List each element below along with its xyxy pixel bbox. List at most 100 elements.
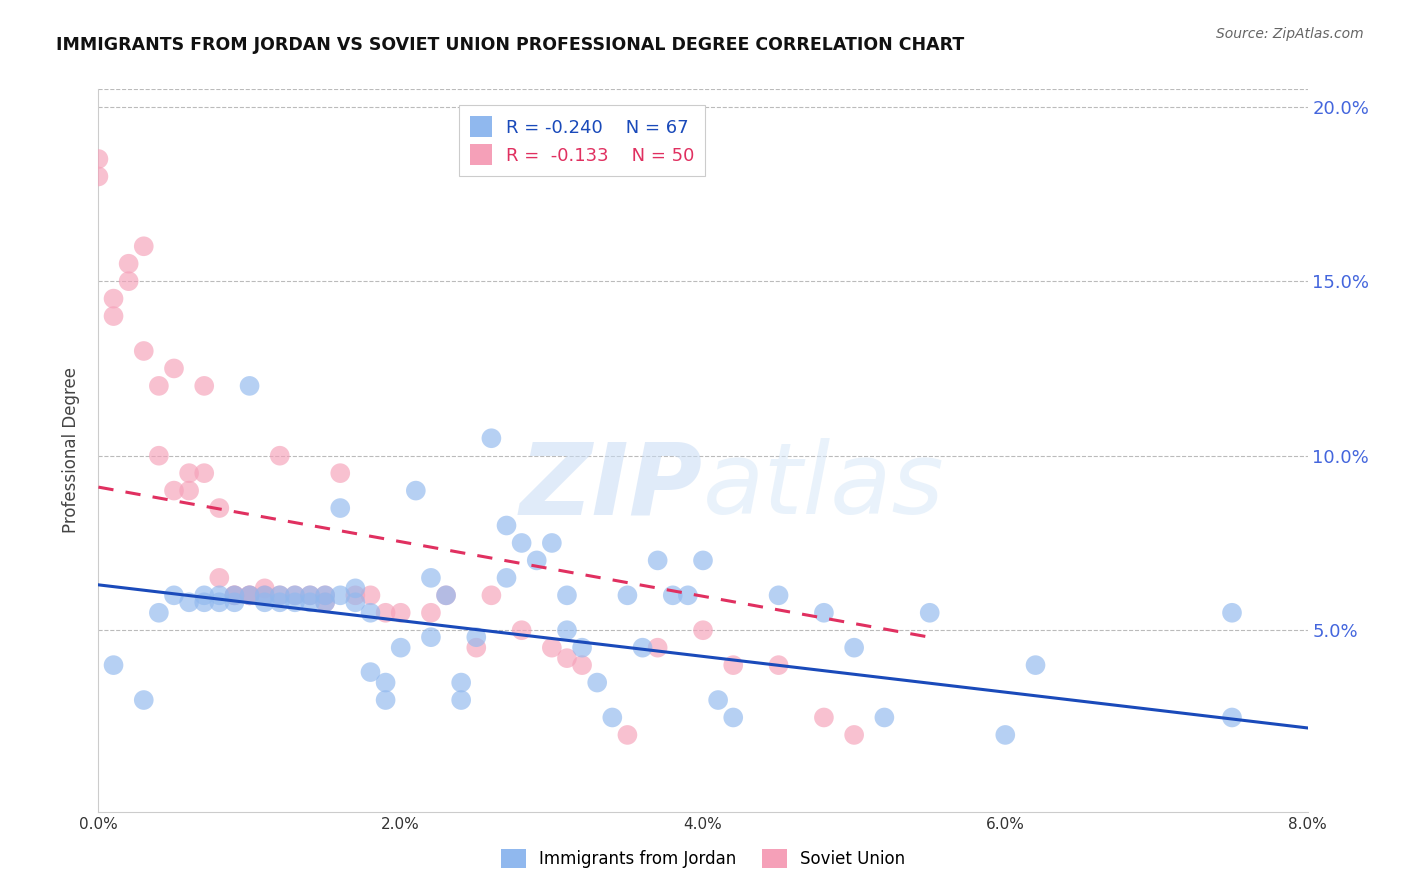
Point — [374, 606, 396, 620]
Point — [179, 466, 201, 480]
Point — [193, 595, 215, 609]
Point — [299, 588, 322, 602]
Point — [163, 483, 186, 498]
Point — [299, 595, 322, 609]
Point — [269, 449, 291, 463]
Point — [163, 361, 186, 376]
Point — [314, 595, 336, 609]
Point — [239, 588, 262, 602]
Point — [723, 658, 745, 673]
Point — [510, 624, 533, 638]
Point — [103, 658, 125, 673]
Point — [344, 582, 367, 596]
Point — [193, 466, 215, 480]
Point — [224, 588, 246, 602]
Point — [179, 595, 201, 609]
Point — [661, 588, 683, 602]
Point — [389, 606, 412, 620]
Point — [329, 466, 352, 480]
Point — [540, 536, 562, 550]
Point — [284, 588, 307, 602]
Point — [253, 595, 276, 609]
Legend: Immigrants from Jordan, Soviet Union: Immigrants from Jordan, Soviet Union — [495, 842, 911, 875]
Point — [844, 640, 866, 655]
Point — [813, 710, 835, 724]
Point — [918, 606, 941, 620]
Point — [647, 553, 669, 567]
Point — [269, 588, 291, 602]
Point — [571, 640, 593, 655]
Point — [692, 624, 714, 638]
Point — [132, 693, 155, 707]
Point — [314, 588, 336, 602]
Point — [450, 693, 472, 707]
Point — [723, 710, 745, 724]
Point — [420, 571, 443, 585]
Point — [224, 588, 246, 602]
Point — [193, 588, 215, 602]
Point — [224, 588, 246, 602]
Point — [314, 595, 336, 609]
Point — [193, 379, 215, 393]
Point — [132, 239, 155, 253]
Point — [208, 571, 231, 585]
Point — [873, 710, 896, 724]
Point — [495, 518, 517, 533]
Point — [239, 588, 262, 602]
Point — [87, 152, 110, 166]
Point — [994, 728, 1017, 742]
Point — [148, 449, 170, 463]
Point — [844, 728, 866, 742]
Point — [647, 640, 669, 655]
Point — [1220, 710, 1243, 724]
Y-axis label: Professional Degree: Professional Degree — [62, 368, 80, 533]
Point — [299, 588, 322, 602]
Point — [284, 588, 307, 602]
Point — [1220, 606, 1243, 620]
Point — [586, 675, 609, 690]
Point — [540, 640, 562, 655]
Point — [420, 606, 443, 620]
Point — [344, 588, 367, 602]
Point — [103, 292, 125, 306]
Point — [676, 588, 699, 602]
Point — [224, 595, 246, 609]
Point — [253, 582, 276, 596]
Point — [616, 728, 638, 742]
Point — [526, 553, 548, 567]
Point — [405, 483, 427, 498]
Point — [389, 640, 412, 655]
Point — [344, 595, 367, 609]
Point — [768, 588, 790, 602]
Point — [118, 274, 141, 288]
Point — [179, 483, 201, 498]
Point — [103, 309, 125, 323]
Point — [555, 588, 578, 602]
Text: IMMIGRANTS FROM JORDAN VS SOVIET UNION PROFESSIONAL DEGREE CORRELATION CHART: IMMIGRANTS FROM JORDAN VS SOVIET UNION P… — [56, 36, 965, 54]
Point — [253, 588, 276, 602]
Text: Source: ZipAtlas.com: Source: ZipAtlas.com — [1216, 27, 1364, 41]
Point — [434, 588, 457, 602]
Point — [118, 257, 141, 271]
Point — [481, 588, 503, 602]
Point — [87, 169, 110, 184]
Point — [555, 624, 578, 638]
Point — [208, 501, 231, 516]
Point — [707, 693, 730, 707]
Point — [269, 595, 291, 609]
Point — [239, 588, 262, 602]
Point — [374, 693, 396, 707]
Point — [269, 588, 291, 602]
Point — [571, 658, 593, 673]
Point — [555, 651, 578, 665]
Point — [768, 658, 790, 673]
Point — [450, 675, 472, 690]
Point — [434, 588, 457, 602]
Point — [314, 588, 336, 602]
Point — [813, 606, 835, 620]
Point — [616, 588, 638, 602]
Point — [148, 606, 170, 620]
Legend: R = -0.240    N = 67, R =  -0.133    N = 50: R = -0.240 N = 67, R = -0.133 N = 50 — [458, 105, 706, 176]
Point — [284, 595, 307, 609]
Point — [602, 710, 624, 724]
